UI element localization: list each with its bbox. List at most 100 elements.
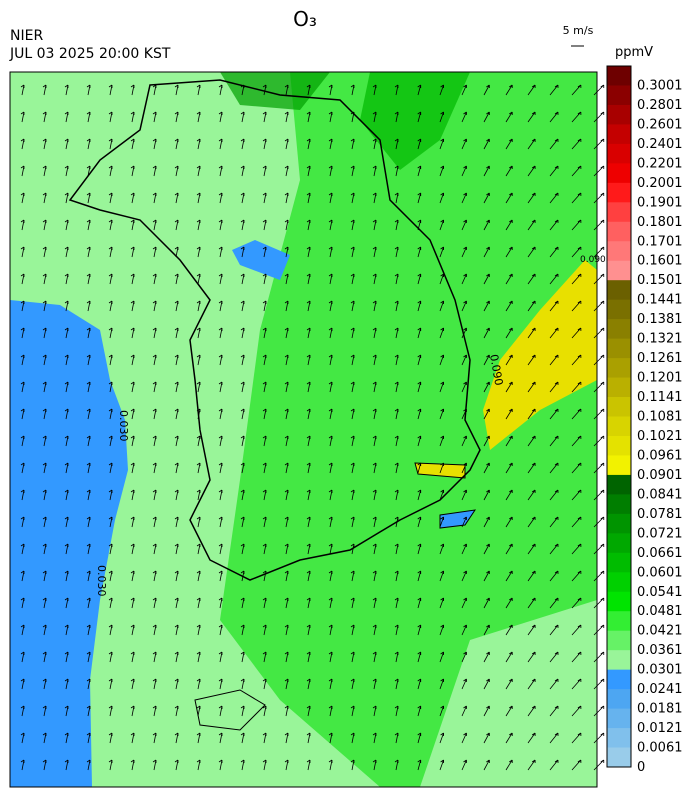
wind-arrow [262,597,267,609]
wind-arrow [152,327,157,339]
wind-arrow [417,705,422,717]
wind-arrow [394,678,399,690]
wind-arrow [108,651,113,663]
wind-arrow [328,408,333,420]
wind-arrow [108,381,113,393]
dark-region [220,72,330,110]
wind-arrow [439,246,444,258]
wind-arrow [152,138,157,150]
color-box [607,611,631,632]
wind-arrow [174,138,179,150]
wind-arrow [218,138,223,150]
wind-arrow [306,273,311,285]
wind-arrow [328,246,333,258]
wind-arrow [461,138,467,150]
wind-arrow [394,300,399,312]
wind-arrow [549,678,559,690]
wind-arrow [527,219,536,231]
wind-arrow [86,111,91,123]
color-box [607,494,631,515]
wind-arrow [483,354,490,366]
wind-arrow [262,138,267,150]
low-patch [439,509,477,529]
wind-arrow [372,678,377,690]
wind-arrow [130,624,135,636]
wind-arrow [64,543,69,555]
wind-arrow [262,192,267,204]
wind-arrow [42,219,47,231]
colorbar-label: 0.0301 [637,663,683,678]
wind-arrow [527,489,536,501]
wind-arrow [439,489,444,501]
wind-arrow [218,597,223,609]
wind-arrow [196,246,201,258]
wind-arrow [174,732,179,744]
color-box [607,338,631,359]
wind-arrow [394,489,399,501]
wind-arrow [372,273,377,285]
map-frame [9,71,598,788]
wind-arrow [461,435,467,447]
wind-arrow [108,246,113,258]
wind-arrow [571,165,582,177]
wind-arrow [417,678,422,690]
wind-arrow [64,759,69,771]
wind-arrow [196,597,201,609]
wind-arrow [284,381,289,393]
wind-arrow [328,651,333,663]
wind-arrow [593,732,605,744]
wind-arrow [240,462,245,474]
wind-arrow [483,408,490,420]
wind-arrow [571,219,582,231]
wind-arrow [218,273,223,285]
wind-arrow [461,732,467,744]
wind-arrow [42,300,47,312]
wind-arrow [240,246,245,258]
wind-arrow [350,165,355,177]
wind-arrow [350,705,355,717]
wind-arrow [527,462,536,474]
wind-arrow [130,651,135,663]
wind-arrow [152,408,157,420]
wind-arrow [350,381,355,393]
wind-arrow [262,300,267,312]
wind-arrow [20,516,25,528]
wind-arrow [461,111,467,123]
wind-arrow [439,462,444,474]
wind-arrow [108,759,113,771]
wind-arrow [174,192,179,204]
wind-arrow [417,651,422,663]
wind-arrow [152,165,157,177]
wind-arrow [394,84,399,96]
wind-arrow [417,597,422,609]
map: 0.030 0.030 0.090 0.090 [9,71,606,788]
wind-arrow [284,678,289,690]
color-box [607,143,631,164]
wind-arrow [439,705,444,717]
wind-arrow [527,300,536,312]
wind-arrow [240,705,245,717]
wind-arrow [417,219,422,231]
wind-arrow [108,138,113,150]
wind-arrow [593,597,605,609]
wind-arrow [284,192,289,204]
wind-arrow [284,489,289,501]
colorbar-label: 0.0061 [637,741,683,756]
wind-arrow [20,705,25,717]
wind-arrow [240,327,245,339]
wind-arrow [196,570,201,582]
wind-arrow [262,246,267,258]
wind-arrow [20,192,25,204]
wind-arrow [350,192,355,204]
wind-arrow [306,624,311,636]
wind-arrow [350,354,355,366]
colorbar-label: 0.2601 [637,117,683,132]
wind-arrow [417,84,422,96]
wind-arrow [174,705,179,717]
colorbar-label: 0.2401 [637,137,683,152]
wind-arrow [350,570,355,582]
wind-arrow [461,246,467,258]
color-box [607,552,631,573]
wind-arrow [42,624,47,636]
wind-arrow [483,489,490,501]
